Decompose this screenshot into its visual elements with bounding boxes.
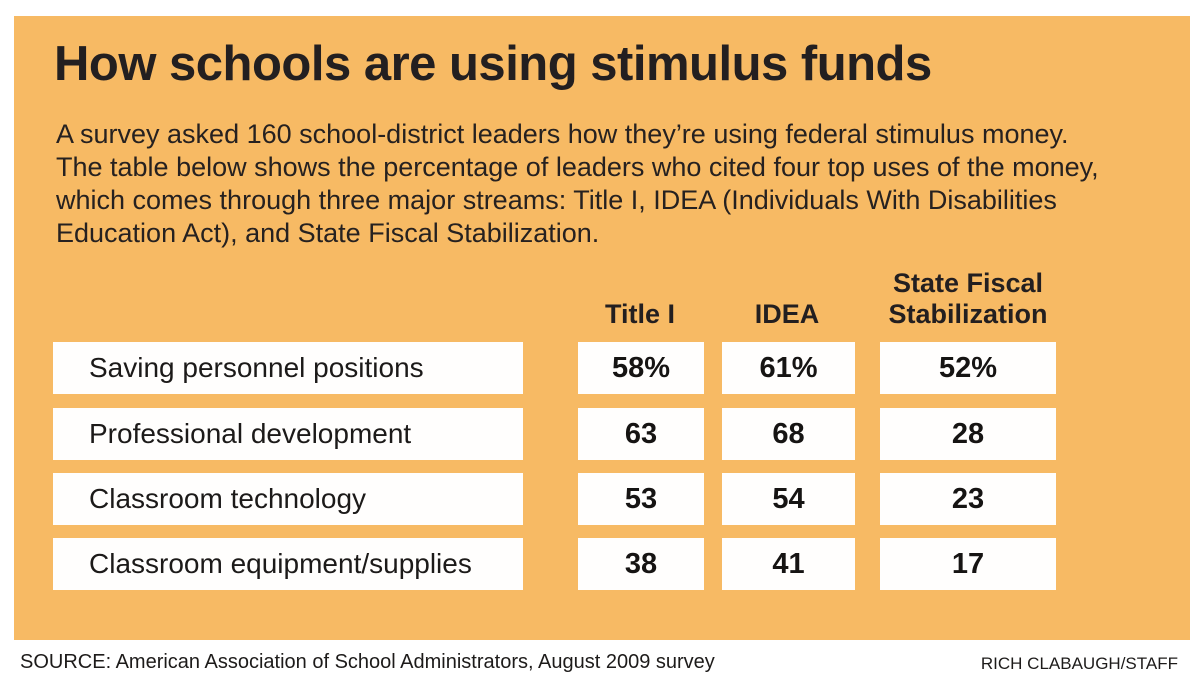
artist-credit: RICH CLABAUGH/STAFF [980,654,1178,673]
column-header-label: State Fiscal Stabilization [888,268,1048,329]
value-cell: 58% [578,342,704,394]
row-label: Classroom technology [53,473,523,525]
source-attribution: SOURCE: American Association of School A… [20,651,715,673]
value-cell: 68 [722,408,855,460]
page-title: How schools are using stimulus funds [54,37,932,91]
value-cell: 53 [578,473,704,525]
table-row: Saving personnel positions 58% 61% 52% [14,342,1190,394]
value-cell: 52% [880,342,1056,394]
intro-paragraph: A survey asked 160 school-district leade… [56,119,1099,248]
table-row: Classroom equipment/supplies 38 41 17 [14,538,1190,590]
column-header-title-i: Title I [560,299,720,330]
value-cell: 28 [880,408,1056,460]
row-label: Professional development [53,408,523,460]
row-label: Classroom equipment/supplies [53,538,523,590]
value-cell: 17 [880,538,1056,590]
table-row: Professional development 63 68 28 [14,408,1190,460]
value-cell: 61% [722,342,855,394]
value-cell: 23 [880,473,1056,525]
column-header-state-fiscal-stabilization: State Fiscal Stabilization [857,268,1079,330]
value-cell: 63 [578,408,704,460]
value-cell: 38 [578,538,704,590]
value-cell: 41 [722,538,855,590]
column-header-label: Title I [604,299,676,329]
orange-panel: How schools are using stimulus funds A s… [14,16,1190,640]
table-row: Classroom technology 53 54 23 [14,473,1190,525]
column-header-label: IDEA [754,299,820,329]
column-header-idea: IDEA [707,299,867,330]
row-label: Saving personnel positions [53,342,523,394]
value-cell: 54 [722,473,855,525]
column-header-row: Title I IDEA State Fiscal Stabilization [14,254,1190,334]
